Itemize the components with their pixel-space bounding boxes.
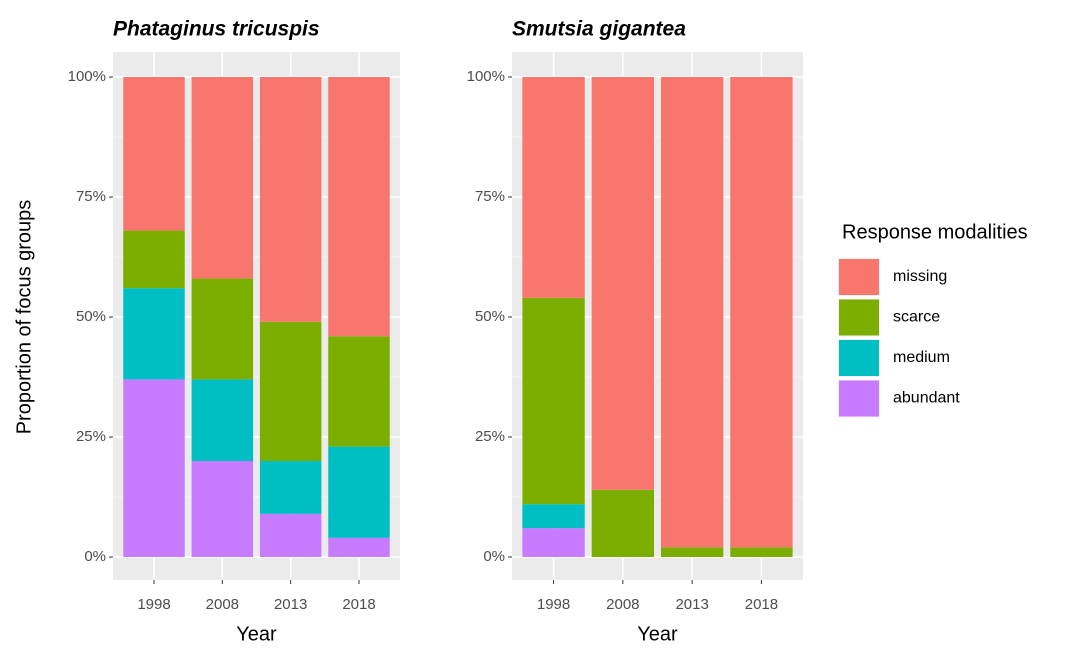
y-tick-label: 25% [76,428,106,445]
legend-title: Response modalities [842,221,1028,243]
bar-segment [123,230,185,289]
legend-swatch [839,340,879,376]
y-tick-label: 75% [475,188,505,205]
x-tick-label: 2013 [274,596,307,613]
x-tick-label: 2008 [206,596,239,613]
y-tick-label: 50% [475,308,505,325]
bar-segment [660,547,724,557]
legend-label: abundant [893,390,960,407]
x-tick-label: 2018 [342,596,375,613]
bar-segment [328,537,390,557]
bar-segment [660,77,724,548]
bar-segment [259,321,322,461]
x-tick-label: 2018 [745,596,778,613]
x-tick-label: 1998 [137,596,170,613]
legend-swatch [839,259,879,295]
bar-segment [123,379,185,557]
bar-segment [591,77,655,490]
y-tick-label: 0% [84,548,106,565]
bar-segment [191,77,254,279]
bar-segment [191,379,254,461]
x-tick-label: 1998 [537,596,570,613]
bar-segment [730,77,793,548]
legend-swatch [839,380,879,417]
legend-label: medium [893,349,950,366]
bar-segment [328,336,390,447]
y-axis-label: Proportion of focus groups [13,200,35,435]
y-tick-label: 0% [483,548,505,565]
bar-segment [591,489,655,557]
y-tick-label: 50% [76,308,106,325]
legend-label: scarce [893,309,940,326]
chart-title: Phataginus tricuspis [113,18,320,41]
legend-label: missing [893,268,947,285]
y-tick-label: 100% [68,68,106,85]
bar-segment [328,446,390,538]
bar-segment [123,77,185,231]
bar-segment [259,513,322,557]
bar-segment [191,278,254,380]
bar-segment [730,547,793,557]
x-axis-label: Year [236,623,277,645]
bar-segment [328,77,390,337]
bar-segment [522,297,585,505]
bar-segment [191,461,254,557]
bar-segment [259,461,322,514]
legend-swatch [839,299,879,336]
bar-segment [522,528,585,557]
y-tick-label: 75% [76,188,106,205]
bar-segment [259,77,322,322]
bar-segment [522,504,585,529]
bar-segment [123,288,185,380]
y-tick-label: 100% [467,68,505,85]
x-tick-label: 2008 [606,596,639,613]
y-tick-label: 25% [475,428,505,445]
chart-title: Smutsia gigantea [512,18,686,41]
x-axis-label: Year [637,623,678,645]
x-tick-label: 2013 [675,596,708,613]
bar-segment [522,77,585,298]
